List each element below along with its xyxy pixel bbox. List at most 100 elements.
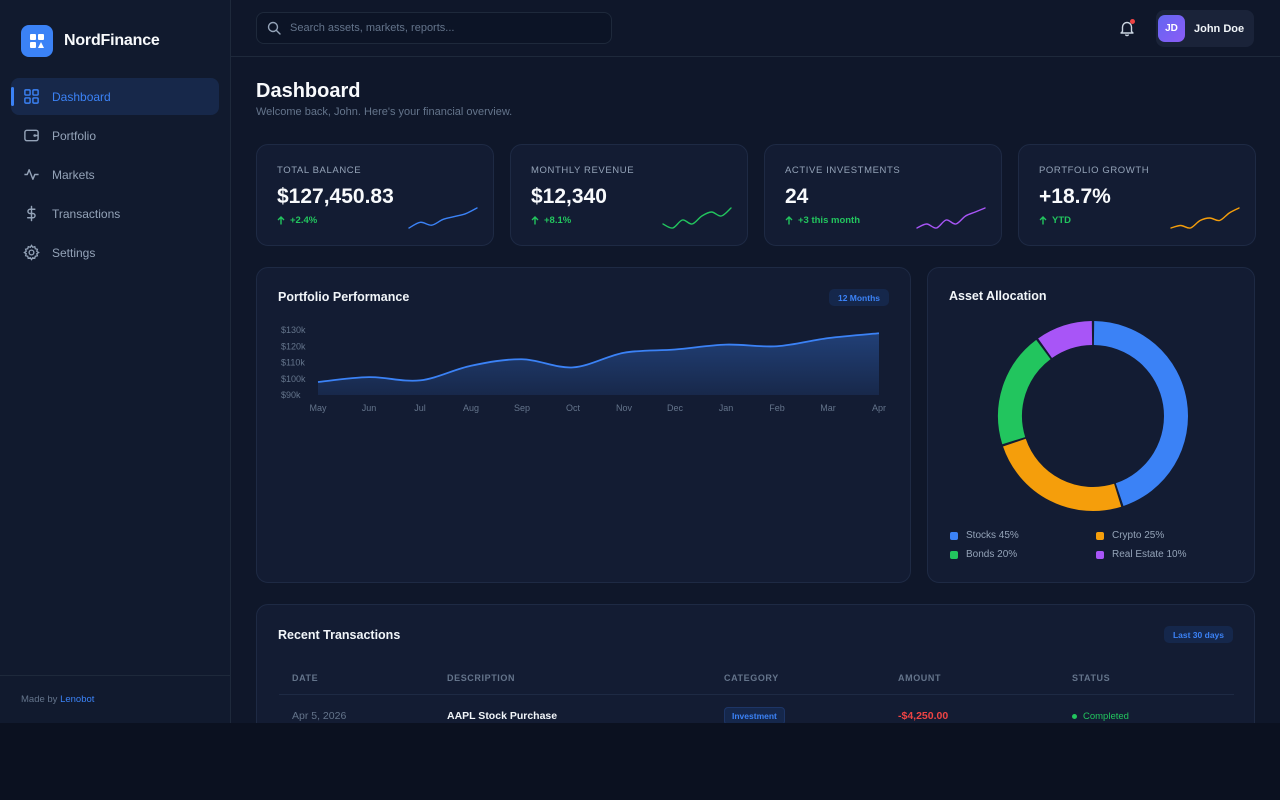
stat-value: $127,450.83 [277,185,394,208]
wallet-icon [24,129,39,142]
sidebar-item-label: Dashboard [52,89,111,104]
status-text: Completed [1083,710,1129,722]
legend-item-stocks: Stocks 45% [950,530,1019,541]
legend-swatch [1096,550,1104,559]
x-tick-label: Mar [820,403,836,413]
sidebar-item-settings[interactable]: Settings [11,234,219,271]
page-title: Dashboard [256,80,361,102]
recent-transactions-card: Recent Transactions Last 30 days Date De… [256,604,1255,723]
column-header-category[interactable]: Category [724,672,779,683]
pie-slice-bonds[interactable] [998,339,1051,445]
tx-amount: -$4,250.00 [898,710,949,722]
sidebar-item-portfolio[interactable]: Portfolio [11,117,219,154]
sparkline [1170,207,1240,229]
page-subtitle: Welcome back, John. Here's your financia… [256,106,513,118]
footer-text: Made by [21,694,58,705]
sidebar-item-dashboard[interactable]: Dashboard [11,78,219,115]
stat-value: $12,340 [531,185,607,208]
stat-delta: +8.1% [531,215,571,226]
sidebar-item-label: Transactions [52,206,121,221]
sparkline [662,207,732,229]
card-title: Recent Transactions [278,628,401,642]
y-tick-label: $120k [281,341,306,351]
stat-delta: +3 this month [785,215,860,226]
column-header-date[interactable]: Date [292,672,319,683]
stat-card-total-balance[interactable]: Total Balance $127,450.83 +2.4% [256,144,494,246]
stat-delta: YTD [1039,215,1071,226]
column-header-status[interactable]: Status [1072,672,1111,683]
grid-icon [24,89,39,104]
footer-link[interactable]: Lenobot [60,694,95,705]
avatar: JD [1158,15,1185,42]
x-tick-label: Nov [616,403,633,413]
sparkline-path [662,207,732,229]
asset-allocation-card: Asset Allocation Stocks 45% Crypto 25% B… [927,267,1255,583]
stat-delta-text: +2.4% [290,215,318,226]
brand-logo-icon [21,25,53,57]
sidebar: NordFinance Dashboard Portfolio [0,0,231,723]
column-header-amount[interactable]: Amount [898,672,942,683]
status-badge: Completed [1072,711,1222,722]
pie-slice-stocks[interactable] [1093,321,1188,506]
pulse-icon [24,169,39,180]
notification-button[interactable] [1118,19,1136,37]
legend-swatch [950,531,958,540]
arrow-up-icon [531,216,539,225]
search-box[interactable] [256,12,612,44]
portfolio-performance-card: Portfolio Performance 12 Months $130k $12… [256,267,911,583]
x-tick-label: Aug [463,403,479,413]
x-tick-label: Apr [872,403,886,413]
stat-card-monthly-revenue[interactable]: Monthly Revenue $12,340 +8.1% [510,144,748,246]
app-window: NordFinance Dashboard Portfolio [0,0,1280,723]
sidebar-item-transactions[interactable]: Transactions [11,195,219,232]
notification-dot [1130,19,1135,24]
topbar: JD John Doe [231,0,1280,57]
legend-label: Stocks 45% [966,530,1019,541]
search-input[interactable] [290,22,590,34]
y-tick-label: $100k [281,374,306,384]
tx-status-cell: Completed [1072,711,1222,722]
y-tick-label: $110k [281,358,305,368]
status-dot [1072,713,1077,719]
x-tick-label: Jan [719,403,734,413]
performance-chart: $130k $120k $110k $100k $90k May Jun Jul Aug Sep O… [281,325,886,413]
sparkline [916,207,986,229]
x-tick-label: Dec [667,403,684,413]
column-header-description[interactable]: Description [447,672,516,683]
table-header: Date Description Category Amount Status [279,661,1234,695]
sidebar-item-markets[interactable]: Markets [11,156,219,193]
pie-slice-crypto[interactable] [1003,438,1122,511]
sparkline-path [408,207,478,229]
category-badge: Investment [724,707,785,723]
legend-label: Bonds 20% [966,549,1018,560]
legend-item-real-estate: Real Estate 10% [1096,549,1187,560]
stats-row: Total Balance $127,450.83 +2.4% Monthly … [256,144,1256,246]
legend-swatch [1096,531,1104,540]
legend-item-bonds: Bonds 20% [950,549,1017,560]
arrow-up-icon [785,216,793,225]
brand[interactable]: NordFinance [21,25,160,57]
transactions-table: Date Description Category Amount Status … [279,661,1234,723]
user-menu[interactable]: JD John Doe [1156,10,1254,47]
card-title: Portfolio Performance [278,290,410,304]
pie-slice-real-estate[interactable] [1038,321,1093,359]
user-name: John Doe [1194,22,1245,35]
legend-label: Real Estate 10% [1112,549,1187,560]
table-row[interactable]: Apr 5, 2026 AAPL Stock Purchase Investme… [279,695,1234,723]
stat-label: Monthly Revenue [531,165,635,176]
range-selector-button[interactable]: Last 30 days [1163,626,1233,643]
arrow-up-icon [277,216,285,225]
card-title: Asset Allocation [949,289,1047,303]
sidebar-item-label: Portfolio [52,128,97,143]
stat-card-active-investments[interactable]: Active Investments 24 +3 this month [764,144,1002,246]
stat-value: 24 [785,185,809,208]
arrow-up-icon [1039,216,1047,225]
x-tick-label: Oct [566,403,581,413]
stat-card-portfolio-growth[interactable]: Portfolio Growth +18.7% YTD [1018,144,1256,246]
tx-description: AAPL Stock Purchase [447,710,558,722]
legend-swatch [950,550,958,559]
range-selector-button[interactable]: 12 Months [828,289,889,306]
tx-category-cell: Investment [724,707,898,723]
x-tick-label: Sep [514,403,530,413]
x-tick-label: May [309,403,327,413]
